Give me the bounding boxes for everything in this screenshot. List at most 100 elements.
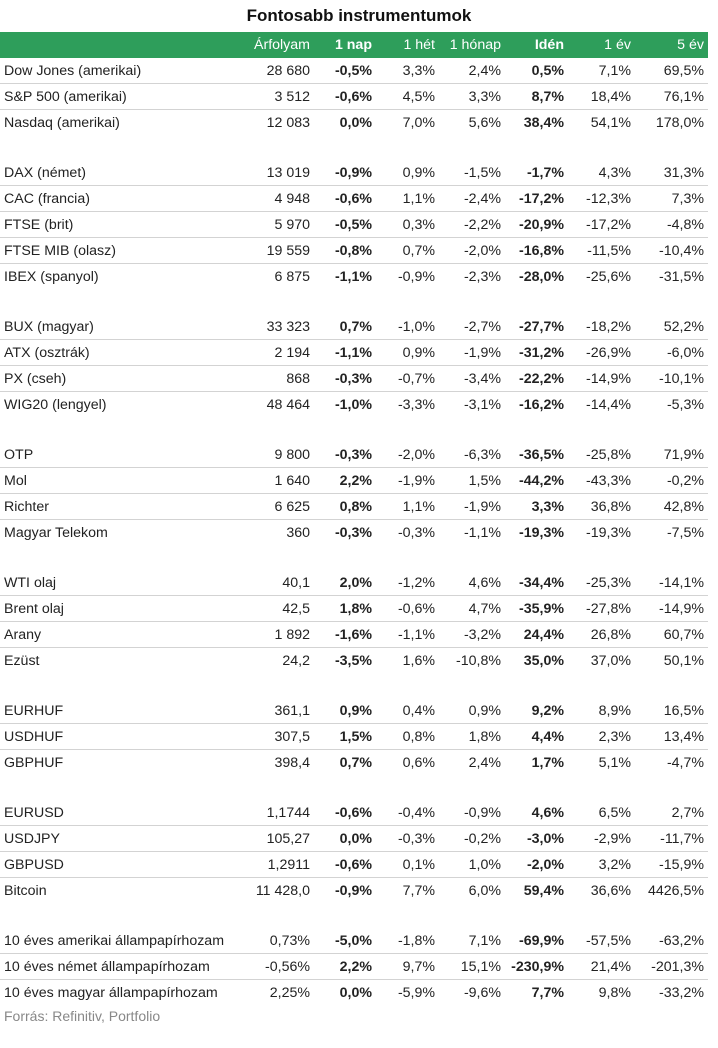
price-cell: 3 512 — [244, 83, 314, 110]
price-cell: 0,73% — [244, 928, 314, 954]
change-1-month-cell: -1,1% — [463, 524, 501, 541]
change-ytd-cell: -17,2% — [505, 185, 568, 212]
change-ytd-cell: 59,4% — [523, 882, 564, 899]
change-1-day-cell: 0,0% — [339, 114, 372, 131]
group-spacer — [0, 289, 708, 314]
instrument-name-cell: Bitcoin — [4, 882, 47, 899]
instrument-name-cell: USDHUF — [0, 723, 244, 750]
change-ytd-cell: -3,0% — [505, 825, 568, 852]
change-5-year-cell: -10,1% — [635, 365, 708, 392]
change-1-month-cell: -9,6% — [463, 984, 501, 1001]
change-1-day-cell: 2,2% — [314, 953, 376, 980]
change-1-day-cell: 2,2% — [314, 467, 376, 494]
table-row: USDJPY 105,27 0,0% -0,3% -0,2% -3,0% -2,9% -11,… — [0, 825, 708, 852]
change-ytd-cell: -27,7% — [505, 314, 568, 340]
change-1-day-cell: -0,5% — [314, 58, 376, 84]
table-row: Nasdaq (amerikai) 12 083 0,0% 7,0% 5,6% 38,4%… — [0, 110, 708, 136]
change-5-year-cell: -10,4% — [635, 237, 708, 264]
table-row: Arany 1 892 -1,6% -1,1% -3,2% 24,4% 26,8% 60,7% — [0, 621, 708, 648]
change-ytd-cell: 35,0% — [523, 652, 564, 669]
price-cell: 24,2 — [282, 652, 310, 669]
change-5-year-cell: 178,0% — [655, 114, 704, 131]
header-1-year: 1 év — [604, 37, 631, 53]
change-1-month-cell: -6,3% — [439, 442, 505, 468]
change-5-year-cell: -14,1% — [635, 570, 708, 596]
change-1-week-cell: -1,9% — [376, 467, 439, 494]
change-1-month-cell: -1,9% — [439, 493, 505, 520]
change-1-year-cell: -17,2% — [568, 211, 635, 238]
instrument-name-cell: GBPHUF — [4, 754, 64, 771]
change-ytd-cell: 24,4% — [505, 621, 568, 648]
table-title: Fontosabb instrumentumok — [246, 6, 472, 25]
change-1-year-cell: -2,9% — [568, 825, 635, 852]
change-1-month-cell: 3,3% — [439, 83, 505, 110]
change-1-year-cell: 18,4% — [568, 83, 635, 110]
header-name — [0, 32, 244, 58]
table-row: WTI olaj 40,1 2,0% -1,2% 4,6% -34,4% -25,3% -14… — [0, 570, 708, 596]
change-1-week-cell: -2,0% — [376, 442, 439, 468]
change-5-year-cell: 2,7% — [635, 800, 708, 826]
price-cell: 33 323 — [244, 314, 314, 340]
instrument-name-cell: OTP — [0, 442, 244, 468]
instrument-name-cell: Mol — [0, 467, 244, 494]
change-ytd-cell: 1,7% — [531, 754, 564, 771]
table-row: 10 éves magyar állampapírhozam 2,25% 0,0% -… — [0, 980, 708, 1006]
table-row: EURUSD 1,1744 -0,6% -0,4% -0,9% 4,6% 6,5% 2,7% — [0, 800, 708, 826]
change-ytd-cell: -44,2% — [505, 467, 568, 494]
instrument-name-cell: 10 éves német állampapírhozam — [0, 953, 244, 980]
change-1-month-cell: 2,4% — [468, 754, 501, 771]
change-1-week-cell: -0,7% — [376, 365, 439, 392]
change-1-day-cell: 0,8% — [314, 493, 376, 520]
change-1-week-cell: 1,6% — [402, 652, 435, 669]
spacer-cell — [0, 135, 708, 160]
price-cell: 307,5 — [244, 723, 314, 750]
change-1-month-cell: 2,4% — [439, 58, 505, 84]
change-5-year-cell: 69,5% — [635, 58, 708, 84]
table-row: IBEX (spanyol) 6 875 -1,1% -0,9% -2,3% -28,0%… — [0, 264, 708, 290]
change-5-year-cell: -11,7% — [635, 825, 708, 852]
change-ytd-cell: -69,9% — [505, 928, 568, 954]
spacer-cell — [0, 673, 708, 698]
change-ytd-cell: -1,7% — [505, 160, 568, 186]
change-1-day-cell: 1,8% — [314, 595, 376, 622]
change-1-week-cell: 0,8% — [376, 723, 439, 750]
change-5-year-cell: -5,3% — [666, 396, 704, 413]
table-row: OTP 9 800 -0,3% -2,0% -6,3% -36,5% -25,8% 71,9% — [0, 442, 708, 468]
table-row: WIG20 (lengyel) 48 464 -1,0% -3,3% -3,1% -16,… — [0, 392, 708, 418]
change-ytd-cell: -230,9% — [505, 953, 568, 980]
change-1-week-cell: -5,9% — [397, 984, 435, 1001]
change-1-month-cell: 7,1% — [439, 928, 505, 954]
table-row: Brent olaj 42,5 1,8% -0,6% 4,7% -35,9% -27,8% -… — [0, 595, 708, 622]
change-ytd-cell: -28,0% — [519, 268, 564, 285]
group-spacer — [0, 417, 708, 442]
table-row: S&P 500 (amerikai) 3 512 -0,6% 4,5% 3,3% 8,7%… — [0, 83, 708, 110]
change-5-year-cell: 71,9% — [635, 442, 708, 468]
change-1-month-cell: 15,1% — [439, 953, 505, 980]
change-1-month-cell: 5,6% — [468, 114, 501, 131]
instrument-name-cell: Ezüst — [4, 652, 40, 669]
change-ytd-cell: -35,9% — [505, 595, 568, 622]
price-cell: 2 194 — [244, 339, 314, 366]
change-1-day-cell: 0,7% — [339, 754, 372, 771]
change-5-year-cell: 52,2% — [635, 314, 708, 340]
change-5-year-cell: -201,3% — [635, 953, 708, 980]
change-1-month-cell: -2,4% — [439, 185, 505, 212]
change-1-week-cell: 3,3% — [376, 58, 439, 84]
change-1-day-cell: -0,9% — [334, 882, 372, 899]
spacer-cell — [0, 545, 708, 570]
change-1-year-cell: -43,3% — [568, 467, 635, 494]
change-1-week-cell: -0,3% — [376, 825, 439, 852]
table-row: 10 éves amerikai állampapírhozam 0,73% -5,… — [0, 928, 708, 954]
change-1-week-cell: -1,8% — [376, 928, 439, 954]
instrument-name-cell: EURHUF — [0, 698, 244, 724]
price-cell: 12 083 — [266, 114, 310, 131]
table-body: Dow Jones (amerikai) 28 680 -0,5% 3,3% 2,4% 0… — [0, 58, 708, 1005]
change-1-day-cell: -1,0% — [334, 396, 372, 413]
table-row: PX (cseh) 868 -0,3% -0,7% -3,4% -22,2% -14,9% -… — [0, 365, 708, 392]
change-1-year-cell: 2,3% — [568, 723, 635, 750]
instrument-name-cell: Arany — [0, 621, 244, 648]
change-1-year-cell: -26,9% — [568, 339, 635, 366]
change-5-year-cell: 13,4% — [635, 723, 708, 750]
table-row: CAC (francia) 4 948 -0,6% 1,1% -2,4% -17,2% -1… — [0, 185, 708, 212]
change-5-year-cell: -4,8% — [635, 211, 708, 238]
